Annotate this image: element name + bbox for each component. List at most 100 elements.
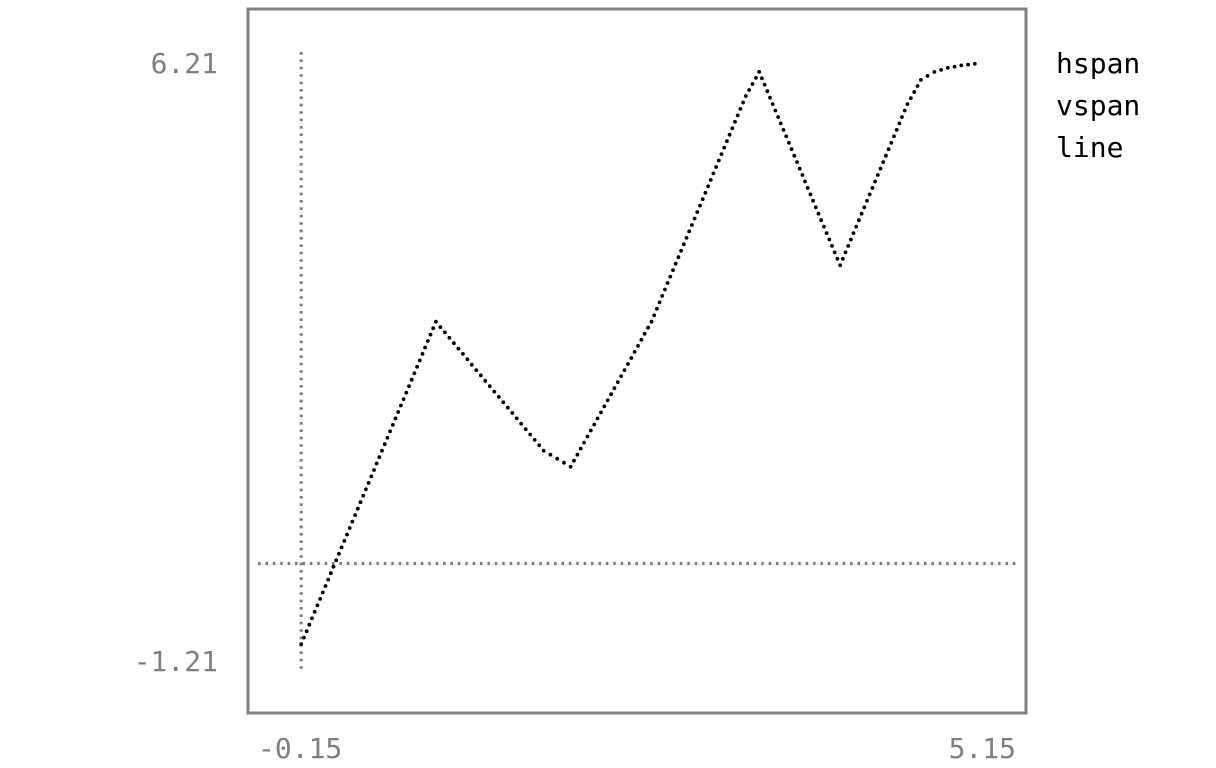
line-point xyxy=(417,358,422,363)
line-point xyxy=(727,132,732,137)
line-point xyxy=(889,140,894,145)
line-point xyxy=(843,250,848,255)
line-point xyxy=(714,165,718,169)
legend-entry-hspan: hspan xyxy=(1056,47,1140,80)
frame-bottom xyxy=(246,686,1028,715)
line-point xyxy=(849,237,853,242)
line-point xyxy=(302,635,306,640)
y-tick-label-min: -1.21 xyxy=(134,645,218,678)
line-point xyxy=(733,119,737,124)
line-point xyxy=(881,160,886,165)
line-point xyxy=(626,362,630,366)
line-point xyxy=(548,452,553,457)
line-point xyxy=(523,427,528,432)
line-point xyxy=(478,373,483,378)
line-point xyxy=(816,211,821,216)
line-point xyxy=(690,223,694,227)
line-point xyxy=(649,319,654,324)
line-point xyxy=(902,108,907,113)
line-point xyxy=(900,115,904,119)
line-point xyxy=(925,74,930,78)
line-point xyxy=(945,65,950,70)
line-point xyxy=(687,229,692,234)
line-point xyxy=(374,461,379,466)
line-point xyxy=(307,622,312,627)
line-point xyxy=(862,205,867,210)
line-point xyxy=(622,368,627,372)
line-point xyxy=(483,378,488,383)
line-point xyxy=(528,432,533,437)
line-point xyxy=(619,374,624,378)
line-point xyxy=(857,218,861,223)
line-point xyxy=(811,198,815,203)
line-point xyxy=(355,506,360,511)
line-point xyxy=(819,218,824,223)
line-point xyxy=(854,224,859,229)
line-point xyxy=(465,357,470,362)
line-point xyxy=(832,250,837,255)
line-point xyxy=(865,198,869,203)
line-point xyxy=(912,90,917,94)
frame-top xyxy=(246,7,1028,40)
line-point xyxy=(827,237,832,242)
line-point xyxy=(492,389,497,394)
line-point xyxy=(789,147,794,152)
line-point xyxy=(824,231,829,236)
legend-entry-vspan: vspan xyxy=(1056,89,1140,122)
line-point xyxy=(681,242,686,247)
line-point xyxy=(792,153,797,158)
line-point xyxy=(412,371,417,376)
line-point xyxy=(487,384,492,389)
line-point xyxy=(537,443,542,448)
line-point xyxy=(722,145,727,150)
line-point xyxy=(350,519,355,524)
line-point xyxy=(393,416,398,421)
legend: hspan vspan line xyxy=(1056,47,1140,164)
line-point xyxy=(315,603,320,608)
line-point xyxy=(875,173,880,177)
line-point xyxy=(676,255,681,260)
line-point xyxy=(784,134,789,139)
line-point xyxy=(870,186,875,190)
line-point xyxy=(905,102,910,106)
line-point xyxy=(364,487,368,492)
line-point xyxy=(505,405,510,410)
line-point xyxy=(510,411,515,415)
span-layer xyxy=(258,52,1016,672)
line-point xyxy=(972,61,977,66)
line-point xyxy=(407,384,411,389)
line-point xyxy=(323,584,328,588)
line-point xyxy=(575,452,580,457)
line-point xyxy=(886,147,891,152)
line-point xyxy=(897,121,902,126)
line-point xyxy=(469,362,474,367)
line-point xyxy=(609,392,613,397)
line-point xyxy=(830,244,834,248)
line-point xyxy=(760,76,764,81)
line-point xyxy=(385,435,390,440)
line-point xyxy=(738,107,743,111)
line-point xyxy=(663,287,667,292)
line-point xyxy=(568,464,573,469)
line-point xyxy=(404,390,409,395)
line-point xyxy=(615,380,620,384)
line-point xyxy=(800,173,805,177)
x-tick-label-min: -0.15 xyxy=(258,732,342,765)
line-point xyxy=(369,474,374,479)
line-point xyxy=(474,368,479,372)
line-point xyxy=(310,616,314,621)
line-point xyxy=(765,89,770,94)
line-point xyxy=(401,397,406,401)
line-point xyxy=(431,326,436,331)
line-point xyxy=(939,68,943,72)
line-point xyxy=(692,216,697,221)
line-point xyxy=(299,642,304,646)
line-point xyxy=(390,423,395,427)
line-point xyxy=(326,577,331,582)
line-point xyxy=(668,274,673,279)
line-point xyxy=(673,261,678,266)
line-point xyxy=(519,421,524,426)
line-point xyxy=(822,224,826,229)
line-point xyxy=(698,203,702,208)
line-point xyxy=(409,377,414,382)
